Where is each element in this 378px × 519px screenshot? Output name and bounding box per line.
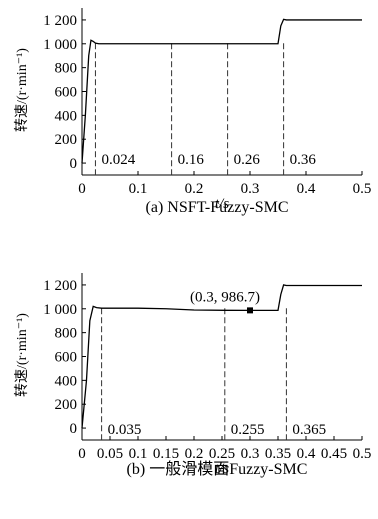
time-annotation: 0.035 [108, 422, 142, 438]
time-annotation: 0.26 [234, 152, 261, 168]
y-tick-label: 200 [55, 132, 78, 148]
time-annotation: 0.365 [292, 422, 326, 438]
x-tick-label: 0 [78, 181, 86, 197]
marker-label: (0.3, 986.7) [190, 289, 260, 305]
x-tick-label: 0.4 [297, 446, 316, 462]
y-tick-label: 1 000 [43, 302, 77, 318]
x-axis-label: t/s [215, 196, 229, 212]
y-tick-label: 400 [55, 373, 78, 389]
x-axis-label: t/s [215, 461, 229, 477]
chart-caption: (a) NSFT-Fuzzy-SMC [146, 199, 289, 216]
x-tick-label: 0.1 [129, 446, 148, 462]
time-annotation: 0.16 [178, 152, 205, 168]
x-tick-label: 0.2 [185, 446, 204, 462]
x-tick-label: 0.1 [129, 181, 148, 197]
y-tick-label: 1 000 [43, 37, 77, 53]
x-tick-label: 0.05 [97, 446, 123, 462]
time-annotation: 0.255 [231, 422, 265, 438]
chart-a: 0 200 400 600 800 1 000 1 200 0 0.1 0.2 0.3 0.4 0.5 0… [14, 8, 371, 216]
y-tick-label: 800 [55, 61, 78, 77]
x-tick-label: 0.3 [241, 446, 260, 462]
x-tick-label: 0.2 [185, 181, 204, 197]
x-tick-label: 0.4 [297, 181, 316, 197]
time-annotation: 0.36 [290, 152, 317, 168]
y-tick-label: 200 [55, 397, 78, 413]
data-point-marker [247, 307, 253, 314]
y-tick-label: 1 200 [43, 278, 77, 294]
y-axis-label: 转速/(r·min⁻¹) [14, 48, 30, 132]
chart-caption: (b) 一般滑模面Fuzzy-SMC [127, 460, 308, 478]
y-tick-label: 600 [55, 350, 78, 366]
x-tick-label: 0.45 [321, 446, 347, 462]
y-tick-label: 800 [55, 326, 78, 342]
y-axis-label: 转速/(r·min⁻¹) [14, 313, 30, 397]
y-tick-label: 600 [55, 85, 78, 101]
x-tick-label: 0.15 [153, 446, 179, 462]
y-tick-label: 0 [70, 156, 78, 172]
x-tick-label: 0.3 [241, 181, 260, 197]
x-tick-label: 0 [78, 446, 86, 462]
speed-series-line [81, 284, 362, 429]
x-tick-label: 0.35 [265, 446, 291, 462]
x-tick-label: 0.5 [353, 181, 372, 197]
y-tick-label: 1 200 [43, 13, 77, 29]
x-tick-label: 0.25 [209, 446, 235, 462]
y-tick-label: 400 [55, 108, 78, 124]
speed-series-line [81, 18, 362, 164]
x-tick-label: 0.5 [353, 446, 372, 462]
time-annotation: 0.024 [101, 152, 135, 168]
y-tick-label: 0 [70, 421, 78, 437]
chart-b: 0 200 400 600 800 1 000 1 200 0 0.05 0.1 0.15 0.2 0.… [14, 273, 371, 478]
